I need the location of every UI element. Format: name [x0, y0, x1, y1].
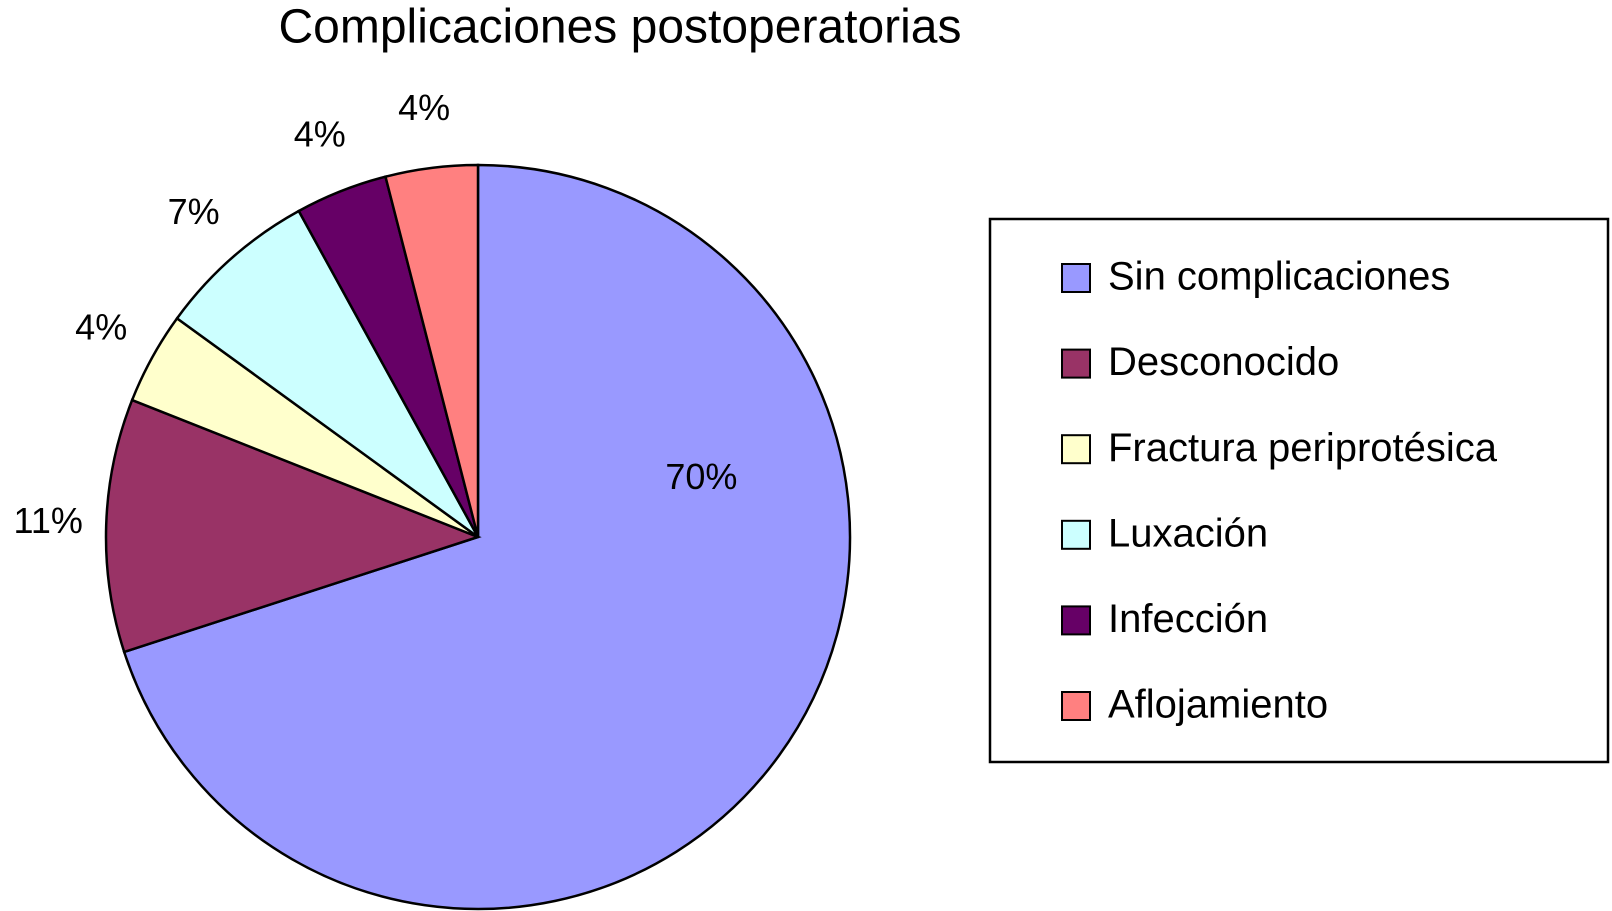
pie-slice	[104, 398, 482, 654]
legend-label: Aflojamiento	[1108, 683, 1328, 727]
pie-slice	[383, 163, 480, 538]
data-label: 11%	[14, 500, 83, 541]
legend-swatch	[1061, 519, 1091, 550]
legend-swatch	[1061, 348, 1091, 379]
chart-title: Complicaciones postoperatorias	[278, 1, 961, 54]
legend-swatch	[1061, 691, 1091, 721]
legend-label: Luxación	[1108, 511, 1268, 555]
legend-label: Desconocido	[1108, 340, 1339, 384]
legend-swatch	[1061, 605, 1091, 636]
data-label: 7%	[168, 191, 220, 232]
legend-swatch	[1061, 263, 1091, 293]
data-label: 4%	[398, 87, 450, 128]
legend-label: Fractura periprotésica	[1108, 426, 1498, 470]
data-label: 70%	[665, 456, 737, 497]
legend-label: Sin complicaciones	[1108, 255, 1450, 299]
legend-box	[988, 217, 1610, 764]
pie-slice	[175, 209, 480, 539]
pie-slice	[122, 163, 852, 911]
data-label: 4%	[294, 114, 346, 155]
data-label: 4%	[75, 306, 127, 347]
legend-swatch	[1061, 434, 1091, 465]
legend-label: Infección	[1108, 597, 1268, 641]
